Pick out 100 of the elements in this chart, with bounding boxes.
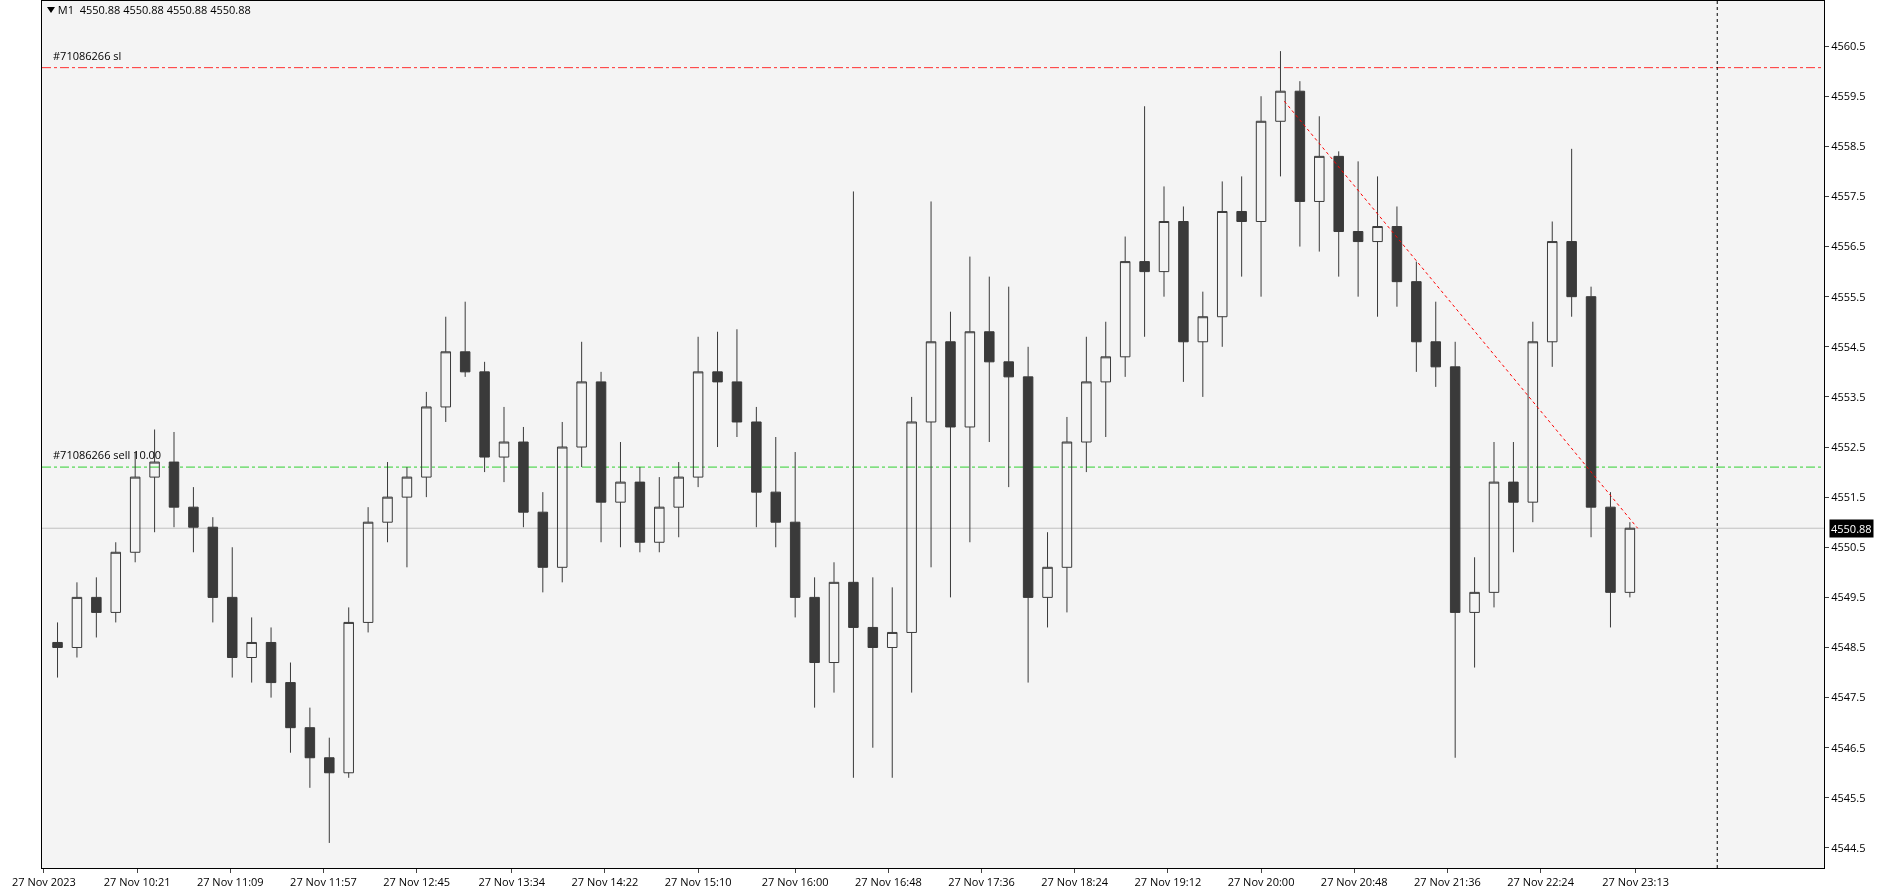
candlestick [1488, 441, 1500, 608]
candlestick [964, 256, 976, 543]
candlestick [1469, 556, 1480, 669]
candlestick [595, 371, 607, 543]
candlestick [71, 581, 83, 659]
x-tick-label: 27 Nov 19:12 [1134, 874, 1202, 890]
candlestick [925, 200, 937, 568]
y-tick-label: 4548.5 [1831, 639, 1866, 655]
candlestick [537, 491, 549, 593]
candlestick [459, 301, 471, 378]
candlestick [1003, 286, 1014, 488]
candlestick [1100, 321, 1112, 438]
candlestick [1236, 175, 1247, 278]
candlestick [1449, 341, 1461, 759]
candlestick [789, 451, 801, 618]
x-tick-label: 27 Nov 15:10 [664, 874, 732, 890]
candlestick [1197, 291, 1209, 398]
y-tick-label: 4557.5 [1831, 188, 1866, 204]
y-tick-label: 4555.5 [1831, 288, 1866, 304]
x-tick-label: 27 Nov 10:21 [103, 874, 171, 890]
y-tick-label: 4551.5 [1831, 488, 1866, 504]
x-tick-label: 27 Nov 20:48 [1320, 874, 1388, 890]
y-tick-label: 4556.5 [1831, 238, 1866, 254]
candlestick [285, 662, 296, 754]
candlestick [1255, 95, 1267, 298]
candlestick [421, 391, 432, 498]
candlestick [1333, 150, 1344, 278]
candlestick [518, 426, 529, 528]
x-tick-label: 27 Nov 23:13 [1602, 874, 1670, 890]
candlestick [207, 516, 219, 623]
candlestick [1294, 80, 1306, 248]
candlestick [265, 626, 277, 699]
candlestick [751, 406, 762, 528]
x-tick-label: 27 Nov 20:00 [1227, 874, 1295, 890]
text: 4550.88 [1831, 521, 1872, 536]
candlestick [440, 316, 452, 423]
candlestick [576, 341, 587, 468]
candlestick [731, 328, 743, 438]
candlestick [654, 476, 665, 553]
candlestick [304, 707, 316, 789]
candlestick [1178, 205, 1189, 383]
candlestick [1391, 205, 1403, 308]
y-tick-label: 4558.5 [1831, 138, 1866, 154]
x-tick-label: 27 Nov 16:48 [854, 874, 922, 890]
candlestick [1527, 321, 1539, 523]
x-tick-label: 27 Nov 14:22 [571, 874, 639, 890]
candlestick [498, 406, 510, 483]
candlestick [984, 276, 995, 443]
candlestick [188, 486, 199, 553]
candlestick [692, 336, 704, 488]
candlestick [1430, 301, 1442, 388]
candlestick [712, 331, 723, 448]
candlestick [1314, 115, 1325, 253]
candlestick [1508, 441, 1519, 553]
candlestick [1216, 180, 1228, 348]
x-tick-label: 27 Nov 17:36 [948, 874, 1015, 890]
x-tick-label: 27 Nov 22:24 [1507, 874, 1575, 890]
candlestick [168, 431, 180, 528]
y-tick-label: 4549.5 [1831, 589, 1866, 605]
x-tick-label: 27 Nov 13:34 [478, 874, 546, 890]
y-tick-label: 4544.5 [1831, 839, 1866, 855]
y-tick-label: 4554.5 [1831, 338, 1866, 354]
x-tick-label: 27 Nov 2023 [12, 874, 76, 890]
candlestick [52, 621, 63, 679]
y-tick-label: 4546.5 [1831, 739, 1866, 755]
candlestick [1352, 160, 1364, 298]
candlestick [848, 190, 859, 779]
candlestick [324, 737, 335, 844]
x-tick-label: 27 Nov 16:00 [761, 874, 829, 890]
candlestick [828, 561, 840, 694]
chart-title: M1 4550.88 4550.88 4550.88 4550.88 [57, 1, 251, 17]
candlestick [1139, 105, 1150, 338]
candlestick [110, 541, 122, 623]
candlestick [1158, 185, 1170, 298]
candlestick [1566, 148, 1577, 318]
candlestick [226, 546, 238, 679]
candlestick [1042, 531, 1053, 628]
candlestick [1061, 416, 1073, 613]
candlestick [1081, 336, 1092, 473]
candlestick [91, 576, 102, 638]
x-tick-label: 27 Nov 21:36 [1414, 874, 1481, 890]
candlestick [401, 466, 413, 568]
y-tick-label: 4547.5 [1831, 689, 1866, 705]
candlestick [1624, 521, 1636, 598]
candlestick [1411, 261, 1422, 373]
x-tick-label: 27 Nov 11:09 [196, 874, 264, 890]
ref-line-label: #71086266 sl [53, 48, 122, 63]
candlestick [634, 466, 646, 553]
candlestick [1585, 286, 1597, 538]
candlestick [1022, 346, 1034, 684]
candlestick [615, 441, 626, 548]
candlestick [1119, 236, 1131, 378]
candlestick [809, 576, 820, 709]
candlestick [1275, 50, 1286, 177]
y-tick-label: 4560.5 [1831, 37, 1866, 53]
candlestick [479, 361, 490, 473]
candlestick [867, 576, 879, 749]
y-tick-label: 4559.5 [1831, 88, 1866, 104]
candlestick [886, 586, 898, 779]
y-tick-label: 4553.5 [1831, 388, 1866, 404]
